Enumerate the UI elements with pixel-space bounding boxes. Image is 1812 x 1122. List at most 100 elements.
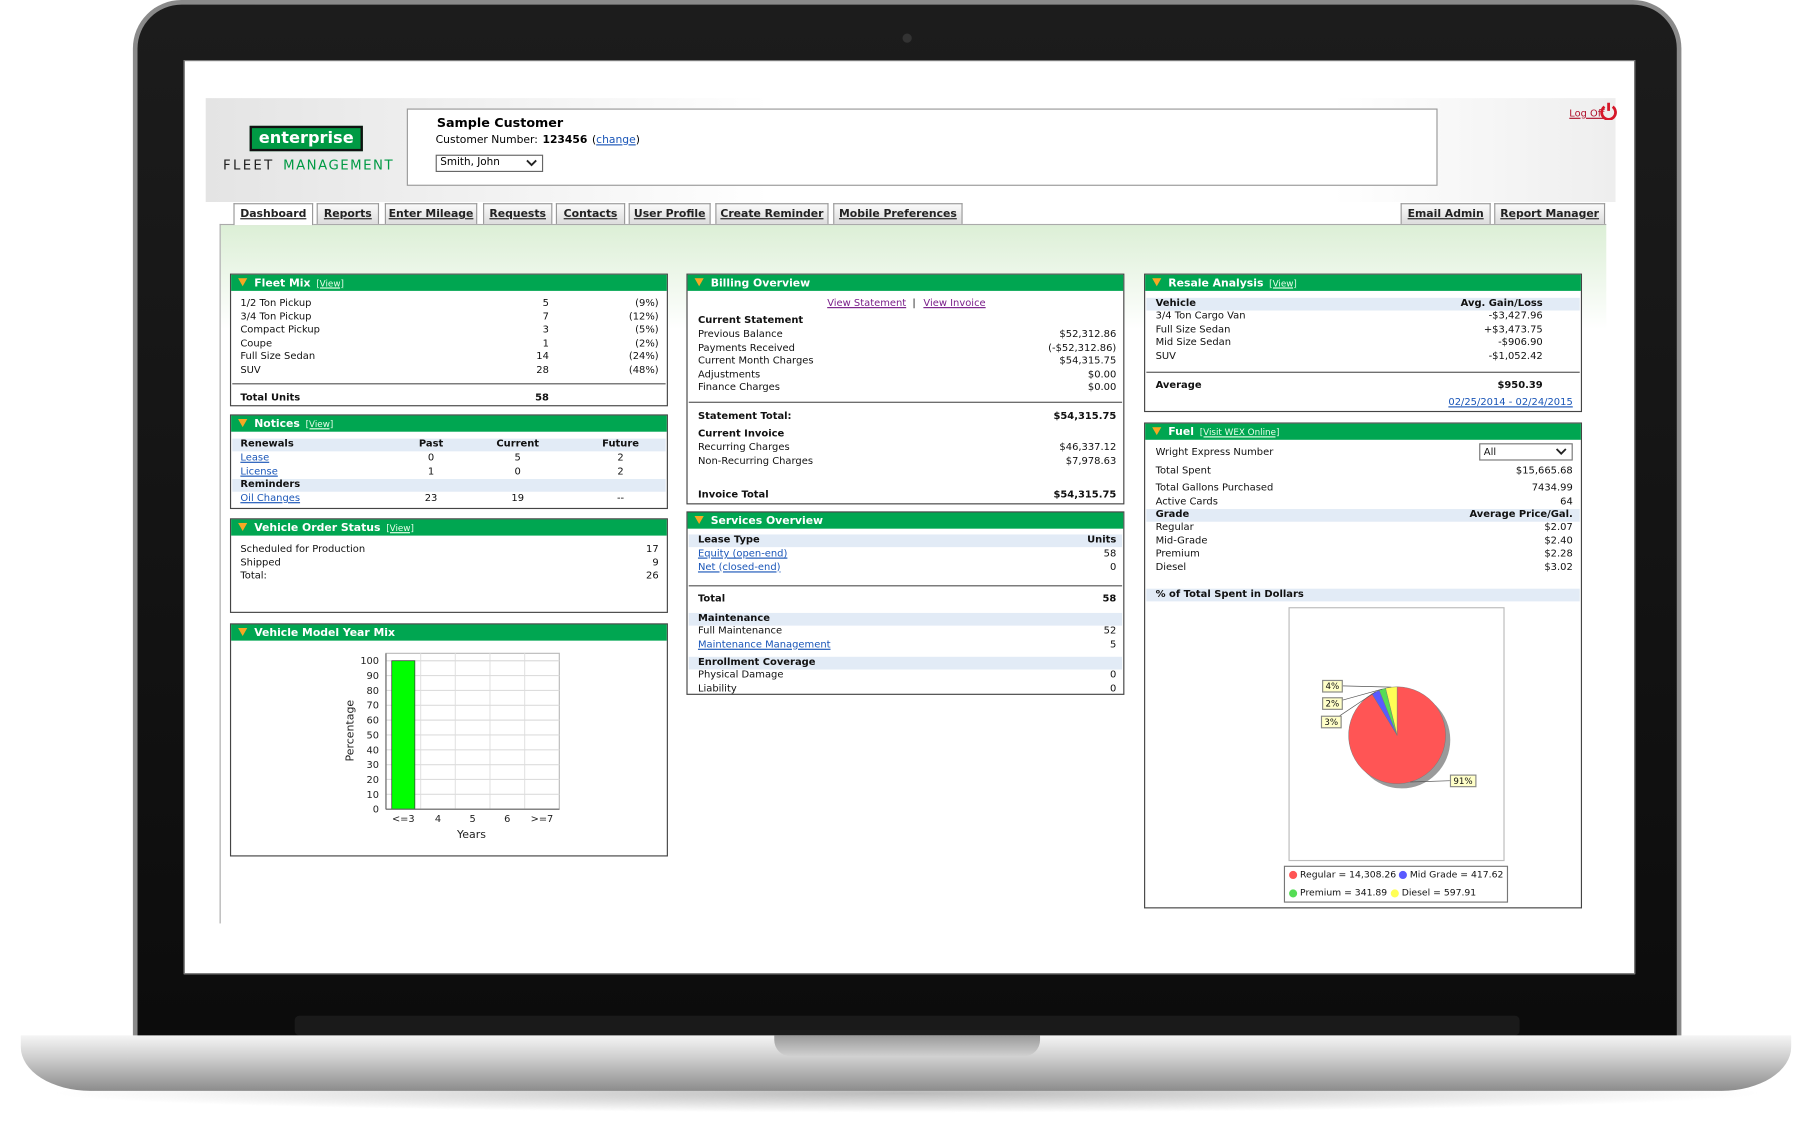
change-link[interactable]: change — [596, 133, 636, 147]
y-tick-label: 100 — [360, 656, 379, 667]
x-tick-label: >=7 — [531, 814, 554, 825]
user-select-text: Smith, John — [440, 156, 500, 169]
collapse-icon — [238, 522, 248, 531]
y-tick-label: 20 — [367, 775, 379, 786]
label: $46,337.12 — [1059, 442, 1117, 454]
x-axis-title: Years — [456, 828, 486, 841]
label: -$906.90 — [1498, 337, 1543, 349]
label: Liability — [697, 682, 737, 695]
panel-link[interactable]: [View] — [386, 522, 414, 533]
label[interactable]: Lease — [240, 452, 270, 465]
y-axis-title: Percentage — [344, 700, 357, 762]
label: Average Price/Gal. — [1469, 509, 1573, 521]
label: 5 — [1109, 639, 1117, 651]
row-band — [232, 478, 666, 492]
nav-tab[interactable]: Requests — [483, 203, 553, 224]
bar-chart: 0 10 20 30 40 50 60 70 80 90 100 <=3 4 5 6 >=7 Years Perc… — [344, 652, 560, 841]
log-off[interactable]: Log Off — [1569, 108, 1605, 121]
label[interactable]: Net (closed-end) — [697, 561, 781, 574]
panel-title-bar: Services Overview — [687, 512, 1124, 529]
label: 3 — [542, 324, 549, 337]
nav-tab[interactable]: Report Manager — [1494, 203, 1606, 224]
label[interactable]: View Invoice — [923, 297, 986, 310]
nav-tab[interactable]: Email Admin — [1400, 203, 1491, 224]
label: (5%) — [635, 324, 659, 337]
label: 2 — [617, 466, 624, 478]
pie-label: 91% — [1449, 774, 1477, 788]
label: Regular — [1155, 521, 1194, 534]
label: 26 — [646, 570, 659, 582]
label: Payments Received — [697, 342, 795, 354]
legend-label: Diesel = 597.91 — [1401, 887, 1477, 899]
nav-tab[interactable]: Enter Mileage — [384, 203, 478, 224]
label: SUV — [1155, 350, 1176, 363]
bezel-bottom — [294, 1015, 1520, 1036]
label: 17 — [646, 543, 659, 556]
label: Active Cards — [1155, 496, 1218, 508]
label: 58 — [535, 392, 549, 405]
label: Mid-Grade — [1155, 535, 1208, 547]
nav-tab[interactable]: Dashboard — [233, 203, 314, 226]
label: Diesel — [1155, 561, 1187, 574]
panel-title: Fuel — [1168, 425, 1194, 439]
bar — [391, 660, 416, 810]
collapse-icon — [1152, 278, 1162, 287]
panel-title-bar: Resale Analysis [View] — [1145, 274, 1581, 291]
label: 52 — [1103, 625, 1117, 638]
label: Previous Balance — [697, 328, 783, 341]
triangle — [694, 278, 704, 287]
label: $0.00 — [1087, 382, 1117, 395]
nav-tab[interactable]: Reports — [316, 203, 380, 224]
nav-tab[interactable]: Contacts — [555, 203, 626, 224]
user-select[interactable]: Smith, John — [435, 154, 544, 172]
legend-swatch — [1289, 870, 1298, 879]
label[interactable]: Oil Changes — [240, 492, 301, 505]
row-band — [1146, 588, 1580, 601]
label: Reminders — [240, 479, 301, 491]
triangle — [694, 515, 704, 525]
divider — [688, 401, 1123, 403]
label[interactable]: View Statement — [827, 297, 907, 310]
label[interactable]: Maintenance Management — [697, 639, 831, 651]
collapse-icon — [694, 515, 704, 525]
label: Recurring Charges — [697, 442, 790, 454]
y-tick-label: 90 — [367, 671, 379, 682]
nav-tab[interactable]: User Profile — [628, 203, 711, 224]
panel-link[interactable]: [View] — [305, 418, 334, 429]
label: Renewals — [240, 438, 294, 451]
label: Past — [418, 438, 444, 451]
label: Shipped — [240, 557, 281, 569]
panel-title-bar: Vehicle Order Status [View] — [231, 519, 667, 536]
label[interactable]: License — [240, 466, 278, 478]
divider — [688, 585, 1123, 587]
legend-swatch — [1390, 889, 1399, 898]
label: Total Units — [240, 392, 301, 405]
nav-tab[interactable]: Create Reminder — [715, 203, 829, 224]
panel-link[interactable]: [Visit WEX Online] — [1199, 426, 1280, 437]
panel-title: Resale Analysis — [1168, 276, 1264, 290]
label: Maintenance — [697, 612, 770, 625]
row-band — [1146, 297, 1580, 310]
label: 0 — [514, 466, 521, 478]
legend-dot — [1398, 870, 1407, 879]
panel-link[interactable]: [View] — [1269, 277, 1297, 288]
label[interactable]: Equity (open-end) — [697, 548, 788, 560]
brand-management: MANAGEMENT — [283, 156, 395, 174]
label: $54,315.75 — [1053, 489, 1117, 501]
label: Current Statement — [697, 315, 804, 327]
label: 0 — [1109, 682, 1117, 695]
label: -$3,427.96 — [1488, 310, 1543, 323]
label[interactable]: 02/25/2014 - 02/24/2015 — [1448, 397, 1573, 409]
wex-select[interactable]: All — [1479, 443, 1573, 461]
paren-open: ( — [591, 133, 597, 147]
y-tick-label: 10 — [367, 790, 379, 801]
nav-tab[interactable]: Mobile Preferences — [833, 203, 963, 224]
label: 14 — [536, 351, 549, 363]
label: 3/4 Ton Pickup — [240, 311, 312, 323]
y-tick-label: 0 — [373, 805, 379, 816]
label: $52,312.86 — [1059, 328, 1117, 341]
label: Total — [697, 593, 726, 605]
row-band — [688, 656, 1123, 669]
label: SUV — [240, 364, 261, 377]
panel-link[interactable]: [View] — [316, 277, 344, 288]
